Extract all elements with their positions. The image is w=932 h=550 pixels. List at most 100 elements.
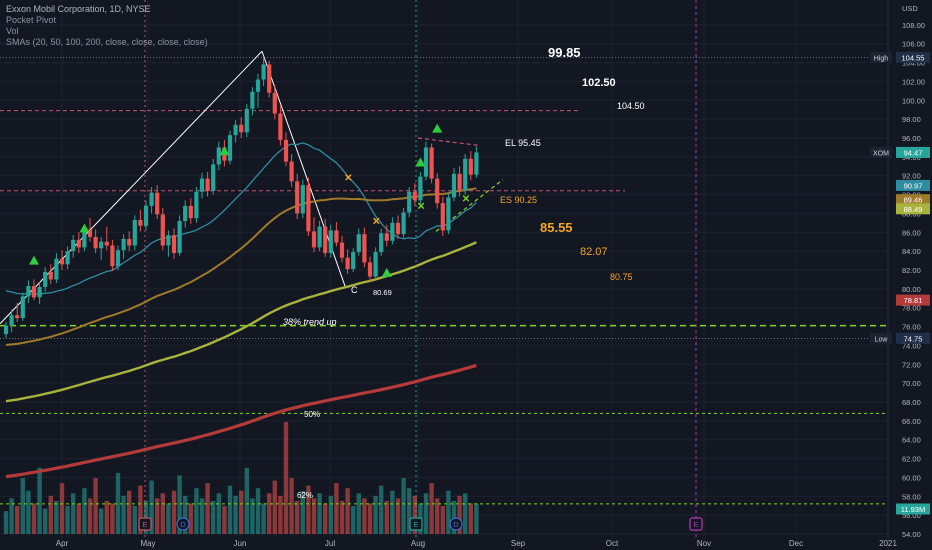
volume-bar bbox=[401, 478, 406, 534]
candle-body bbox=[423, 147, 429, 177]
candle-body bbox=[199, 178, 205, 192]
volume-bar bbox=[345, 488, 350, 534]
time-axis: Apr May Jun Jul Aug Sep Oct Nov Dec 2021 bbox=[56, 539, 898, 548]
indicator-pocket-pivot[interactable]: Pocket Pivot bbox=[6, 15, 57, 25]
event-badge-label: D bbox=[180, 520, 186, 529]
candle-body bbox=[48, 271, 53, 280]
event-badge bbox=[449, 517, 463, 531]
volume-bar bbox=[255, 488, 261, 534]
price-tag-label-bg bbox=[870, 51, 892, 63]
candle-body bbox=[457, 173, 462, 191]
candle-body bbox=[446, 197, 451, 231]
volume-bar bbox=[339, 500, 345, 534]
candle-body bbox=[451, 173, 457, 198]
indicator-volume[interactable]: Vol bbox=[6, 26, 19, 36]
candle-body bbox=[99, 241, 104, 249]
volume-bar bbox=[183, 495, 188, 534]
price-tag-bg bbox=[896, 51, 930, 63]
volume-bar bbox=[423, 493, 429, 534]
volume-bar bbox=[15, 506, 20, 534]
fib-50-label: 50% bbox=[304, 410, 320, 419]
y-tick-label: 56.00 bbox=[902, 511, 921, 520]
event-badge-label: D bbox=[453, 520, 459, 529]
candle-body bbox=[323, 226, 328, 254]
x-tick-label: Apr bbox=[56, 539, 69, 548]
volume-bar bbox=[155, 498, 160, 534]
sma-200-line bbox=[5, 363, 477, 479]
target-up-3: 104.50 bbox=[617, 101, 645, 111]
price-tag-bg bbox=[896, 503, 930, 515]
candle-body bbox=[121, 238, 126, 251]
price-axis: USD 108.00 106.00 104.00 102.00 100.00 98.00 96… bbox=[902, 4, 925, 539]
candlesticks bbox=[3, 57, 479, 338]
pocket-pivot-triangle bbox=[432, 123, 443, 133]
price-tag-value: 104.55 bbox=[902, 53, 925, 62]
event-badge bbox=[138, 517, 152, 531]
candle-body bbox=[54, 258, 59, 280]
x-tick-label: Jul bbox=[325, 539, 335, 548]
volume-bar bbox=[306, 485, 311, 534]
price-tag-value: 89.46 bbox=[904, 196, 923, 205]
candle-body bbox=[356, 234, 361, 253]
es-label: ES 90.25 bbox=[500, 195, 537, 205]
y-tick-label: 108.00 bbox=[902, 21, 925, 30]
volume-bar bbox=[54, 500, 59, 534]
candle-body bbox=[205, 178, 210, 191]
price-tag-bg bbox=[896, 179, 930, 191]
candle-body bbox=[65, 251, 70, 265]
volume-bar bbox=[149, 480, 154, 534]
candle-body bbox=[3, 325, 9, 335]
candle-body bbox=[351, 252, 356, 270]
price-tag-bg bbox=[896, 203, 930, 215]
candle-body bbox=[26, 286, 31, 297]
candle-body bbox=[87, 229, 93, 237]
pocket-pivot-triangle bbox=[29, 255, 39, 265]
cross-marker: ✕ bbox=[417, 201, 425, 212]
candle-body bbox=[283, 139, 289, 162]
symbol-title[interactable]: Exxon Mobil Corporation, 1D, NYSE bbox=[6, 4, 151, 14]
volume-bar bbox=[171, 490, 177, 534]
volume-bar bbox=[37, 467, 42, 534]
candle-body bbox=[15, 315, 20, 319]
event-badge-label: E bbox=[413, 520, 418, 529]
indicator-smas[interactable]: SMAs (20, 50, 100, 200, close, close, cl… bbox=[6, 37, 208, 47]
x-tick-label: Dec bbox=[789, 539, 803, 548]
volume-bar bbox=[283, 422, 289, 534]
candle-body bbox=[188, 205, 193, 219]
grid-lines bbox=[0, 0, 889, 550]
volume-bar bbox=[395, 498, 401, 534]
candle-body bbox=[110, 245, 115, 267]
event-badge bbox=[176, 517, 190, 531]
candle-body bbox=[300, 185, 305, 214]
candle-body bbox=[395, 222, 401, 235]
volume-bar bbox=[26, 490, 31, 534]
candle-body bbox=[267, 64, 272, 93]
x-tick-label: Nov bbox=[697, 539, 711, 548]
volume-bar bbox=[373, 495, 378, 534]
volume-bar bbox=[317, 493, 322, 534]
sma-50-line bbox=[5, 187, 477, 347]
candle-body bbox=[160, 214, 165, 246]
candle-body bbox=[373, 252, 378, 277]
volume-bar bbox=[390, 490, 395, 534]
volume-bar bbox=[289, 478, 294, 534]
target-down-1: 85.55 bbox=[540, 220, 573, 235]
candle-body bbox=[177, 220, 182, 254]
candle-body bbox=[317, 226, 322, 248]
event-badge bbox=[409, 517, 423, 531]
volume-bar bbox=[59, 483, 65, 534]
volume-bar bbox=[457, 495, 462, 534]
candle-body bbox=[339, 242, 345, 258]
cross-marker: ✕ bbox=[462, 194, 470, 205]
pocket-pivot-triangle bbox=[219, 146, 230, 156]
target-up-2: 102.50 bbox=[582, 77, 616, 89]
c-label: C bbox=[351, 285, 358, 295]
y-tick-label: 92.00 bbox=[902, 172, 921, 181]
volume-bar bbox=[362, 498, 367, 534]
volume-bar bbox=[407, 488, 412, 534]
candle-body bbox=[115, 250, 121, 267]
candle-body bbox=[289, 161, 294, 182]
